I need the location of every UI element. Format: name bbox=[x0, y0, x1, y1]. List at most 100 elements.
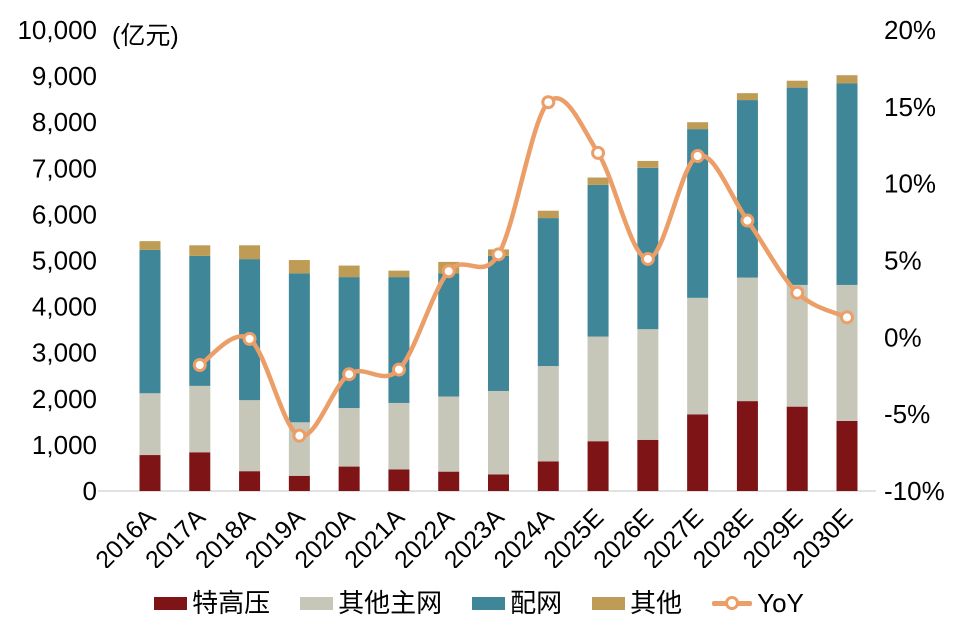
y-axis-left-tick: 4,000 bbox=[32, 292, 97, 322]
bar-segment-特高压 bbox=[687, 414, 709, 491]
legend-item-uhv: 特高压 bbox=[154, 590, 270, 616]
bar-segment-其他 bbox=[736, 93, 758, 101]
other-swatch bbox=[592, 596, 626, 610]
bar-segment-其他 bbox=[836, 75, 858, 84]
bar-segment-其他 bbox=[338, 265, 360, 278]
y-axis-left-tick: 9,000 bbox=[32, 61, 97, 91]
bar-segment-其他主网 bbox=[836, 284, 858, 421]
distribution-label: 配网 bbox=[510, 588, 563, 618]
yoy-marker bbox=[292, 428, 307, 443]
yoy-marker bbox=[790, 285, 805, 300]
bar-segment-其他主网 bbox=[637, 329, 659, 440]
bar-segment-其他 bbox=[637, 160, 659, 168]
stacked-bar-yoy-plot: (亿元) 0 1,000 2,000 3,000 4,000 5,000 6,000 7,00… bbox=[17, 15, 945, 574]
distribution-swatch bbox=[472, 596, 506, 610]
bar-segment-配网 bbox=[189, 255, 211, 386]
y-axis-unit-label: (亿元) bbox=[112, 22, 179, 50]
chart-legend: 特高压 其他主网 配网 其他 YoY bbox=[0, 586, 958, 620]
bar-segment-配网 bbox=[736, 100, 758, 278]
uhv-label: 特高压 bbox=[192, 588, 271, 618]
bar-segment-其他主网 bbox=[587, 336, 609, 442]
bar-segment-配网 bbox=[637, 167, 659, 330]
y-axis-right-tick: -5% bbox=[884, 399, 930, 429]
y-axis-left-tick: 3,000 bbox=[32, 338, 97, 368]
bar-segment-其他主网 bbox=[488, 390, 509, 475]
bar-segment-特高压 bbox=[139, 455, 161, 491]
bar-segment-特高压 bbox=[736, 401, 758, 491]
y-axis-left-tick: 5,000 bbox=[32, 246, 97, 276]
bar-segment-配网 bbox=[288, 273, 310, 423]
yoy-line-marker-icon bbox=[712, 595, 753, 611]
legend-item-other: 其他 bbox=[592, 590, 682, 616]
y-axis-right: -10% -5% 0% 5% 10% 15% 20% bbox=[884, 15, 945, 506]
bar-segment-配网 bbox=[139, 249, 161, 394]
bar-segment-特高压 bbox=[438, 471, 460, 491]
y-axis-right-tick: 10% bbox=[884, 169, 936, 199]
bar-segment-特高压 bbox=[637, 439, 659, 491]
bar-segment-其他 bbox=[288, 260, 310, 274]
bar-segment-其他主网 bbox=[687, 297, 709, 415]
bar-segment-特高压 bbox=[189, 452, 211, 491]
legend-item-other-main-grid: 其他主网 bbox=[300, 590, 442, 616]
bar-segment-其他 bbox=[587, 177, 609, 185]
bar-segment-其他 bbox=[786, 80, 808, 88]
bar-segment-特高压 bbox=[288, 475, 310, 491]
yoy-marker bbox=[192, 357, 207, 372]
bar-segment-其他主网 bbox=[139, 393, 161, 456]
yoy-line bbox=[197, 96, 850, 438]
bar-segment-其他主网 bbox=[338, 408, 360, 467]
y-axis-right-tick: -10% bbox=[884, 476, 945, 506]
y-axis-left-tick: 6,000 bbox=[32, 199, 97, 229]
yoy-marker bbox=[491, 247, 506, 262]
bar-segment-特高压 bbox=[388, 469, 410, 491]
bar-segment-配网 bbox=[388, 277, 410, 403]
bar-segment-其他 bbox=[388, 270, 410, 278]
bar-segment-配网 bbox=[438, 273, 460, 397]
yoy-marker bbox=[591, 145, 606, 160]
y-axis-right-tick: 20% bbox=[884, 15, 936, 45]
stacked-bars bbox=[139, 75, 858, 491]
bar-segment-特高压 bbox=[836, 420, 858, 491]
y-axis-left-tick: 0 bbox=[83, 476, 97, 506]
bar-segment-特高压 bbox=[338, 466, 360, 491]
bar-segment-特高压 bbox=[537, 461, 559, 491]
y-axis-left-tick: 2,000 bbox=[32, 384, 97, 414]
y-axis-right-tick: 0% bbox=[884, 322, 922, 352]
bar-segment-其他 bbox=[687, 122, 709, 130]
bar-segment-配网 bbox=[687, 129, 709, 298]
yoy-markers bbox=[192, 95, 854, 443]
bar-segment-配网 bbox=[239, 259, 261, 401]
other-main-grid-swatch bbox=[300, 596, 334, 610]
bar-segment-其他主网 bbox=[786, 284, 808, 407]
x-axis-labels: 2016A2017A2018A2019A2020A2021A2022A2023A… bbox=[90, 503, 858, 574]
other-main-grid-label: 其他主网 bbox=[338, 588, 443, 618]
yoy-marker bbox=[740, 213, 755, 228]
yoy-marker bbox=[342, 367, 357, 382]
bar-segment-其他 bbox=[189, 245, 211, 256]
yoy-marker bbox=[541, 95, 556, 110]
bar-segment-特高压 bbox=[587, 441, 609, 491]
yoy-marker bbox=[441, 264, 456, 279]
bar-segment-其他主网 bbox=[736, 277, 758, 402]
bar-segment-特高压 bbox=[488, 474, 509, 491]
bar-segment-特高压 bbox=[239, 471, 261, 491]
grid-investment-chart: (亿元) 0 1,000 2,000 3,000 4,000 5,000 6,000 7,00… bbox=[17, 15, 945, 574]
yoy-marker bbox=[690, 149, 705, 164]
bar-segment-配网 bbox=[338, 277, 360, 409]
y-axis-left: 0 1,000 2,000 3,000 4,000 5,000 6,000 7,000 8,00… bbox=[17, 15, 97, 506]
bar-segment-配网 bbox=[786, 87, 808, 285]
y-axis-left-tick: 10,000 bbox=[17, 15, 97, 45]
bar-segment-其他主网 bbox=[537, 366, 559, 462]
y-axis-right-tick: 15% bbox=[884, 92, 936, 122]
legend-item-distribution: 配网 bbox=[472, 590, 562, 616]
other-label: 其他 bbox=[630, 588, 683, 618]
yoy-marker bbox=[840, 310, 854, 325]
bar-segment-特高压 bbox=[786, 406, 808, 491]
bar-segment-配网 bbox=[836, 83, 858, 285]
bar-segment-其他主网 bbox=[438, 396, 460, 472]
bar-segment-配网 bbox=[587, 184, 609, 337]
bar-segment-其他主网 bbox=[388, 402, 410, 470]
yoy-marker bbox=[640, 251, 655, 266]
bar-segment-其他 bbox=[139, 241, 161, 250]
yoy-label: YoY bbox=[757, 588, 804, 618]
